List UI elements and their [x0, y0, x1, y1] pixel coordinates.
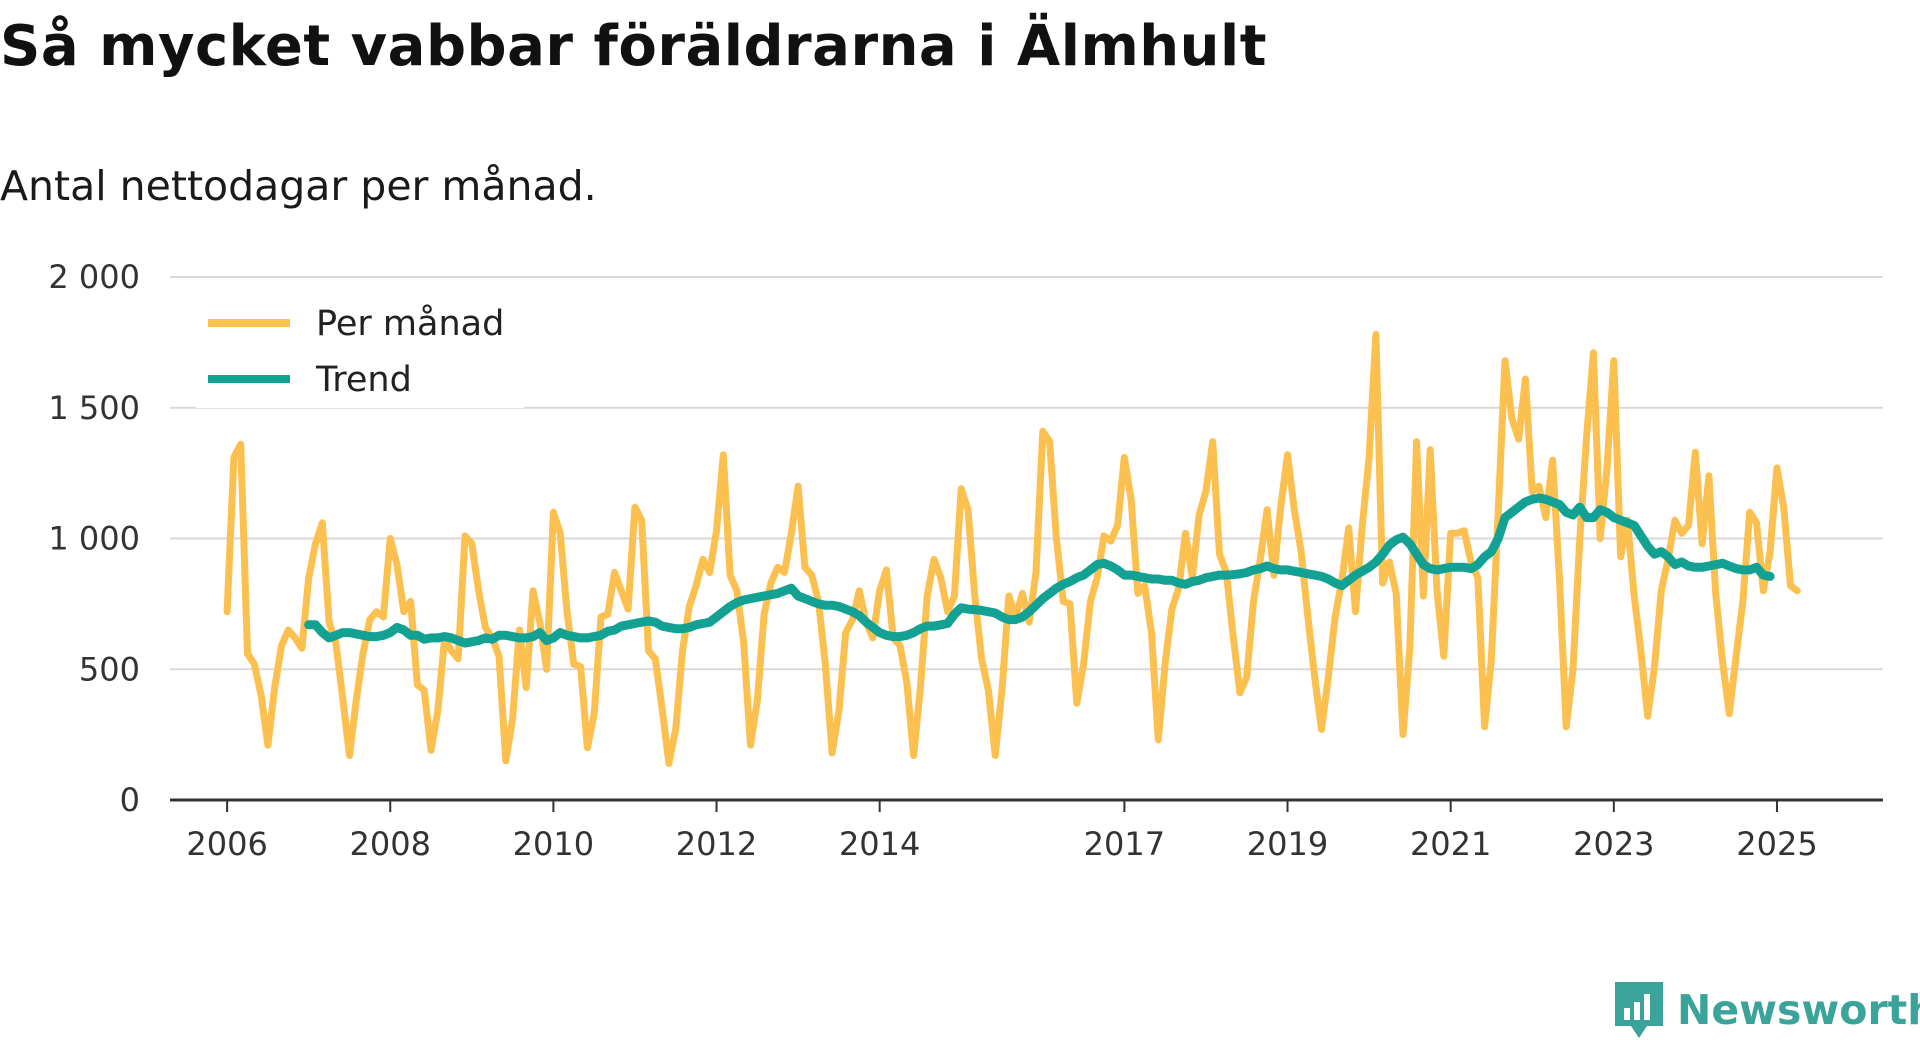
- x-tick-label: 2025: [1736, 825, 1817, 863]
- legend-label-per-manad: Per månad: [316, 303, 504, 344]
- chart-subtitle: Antal nettodagar per månad.: [0, 162, 597, 210]
- x-axis-tick-labels: 2006 2008 2010 2012 2014 2017 2019 2021 2023 2025: [186, 800, 1818, 863]
- series-line-per-manad: [223, 331, 1801, 767]
- x-tick-label: 2012: [676, 825, 757, 863]
- x-tick-label: 2006: [186, 825, 267, 863]
- legend-label-trend: Trend: [315, 360, 412, 400]
- newsworthy-logo-icon: [1615, 982, 1663, 1038]
- y-tick-label: 1 000: [48, 520, 140, 558]
- x-tick-label: 2017: [1084, 825, 1165, 863]
- chart-title: Så mycket vabbar föräldrarna i Älmhult: [0, 14, 1267, 79]
- y-axis-tick-labels: 0 500 1 000 1 500 2 000: [48, 258, 140, 819]
- x-tick-label: 2010: [513, 825, 594, 863]
- y-tick-label: 0: [120, 781, 140, 819]
- y-tick-label: 1 500: [48, 389, 140, 427]
- legend: Per månad Trend: [196, 290, 524, 408]
- x-tick-label: 2023: [1573, 825, 1654, 863]
- brand-name: Newsworthy: [1677, 986, 1920, 1034]
- y-tick-label: 500: [79, 650, 140, 688]
- x-tick-label: 2014: [839, 825, 920, 863]
- x-tick-label: 2008: [350, 825, 431, 863]
- legend-background: [196, 290, 524, 408]
- y-tick-label: 2 000: [48, 258, 140, 296]
- brand-logo: Newsworthy: [1613, 980, 1920, 1040]
- x-tick-label: 2021: [1410, 825, 1491, 863]
- series-lines: [223, 331, 1801, 767]
- x-tick-label: 2019: [1247, 825, 1328, 863]
- series-line-trend: [304, 493, 1775, 648]
